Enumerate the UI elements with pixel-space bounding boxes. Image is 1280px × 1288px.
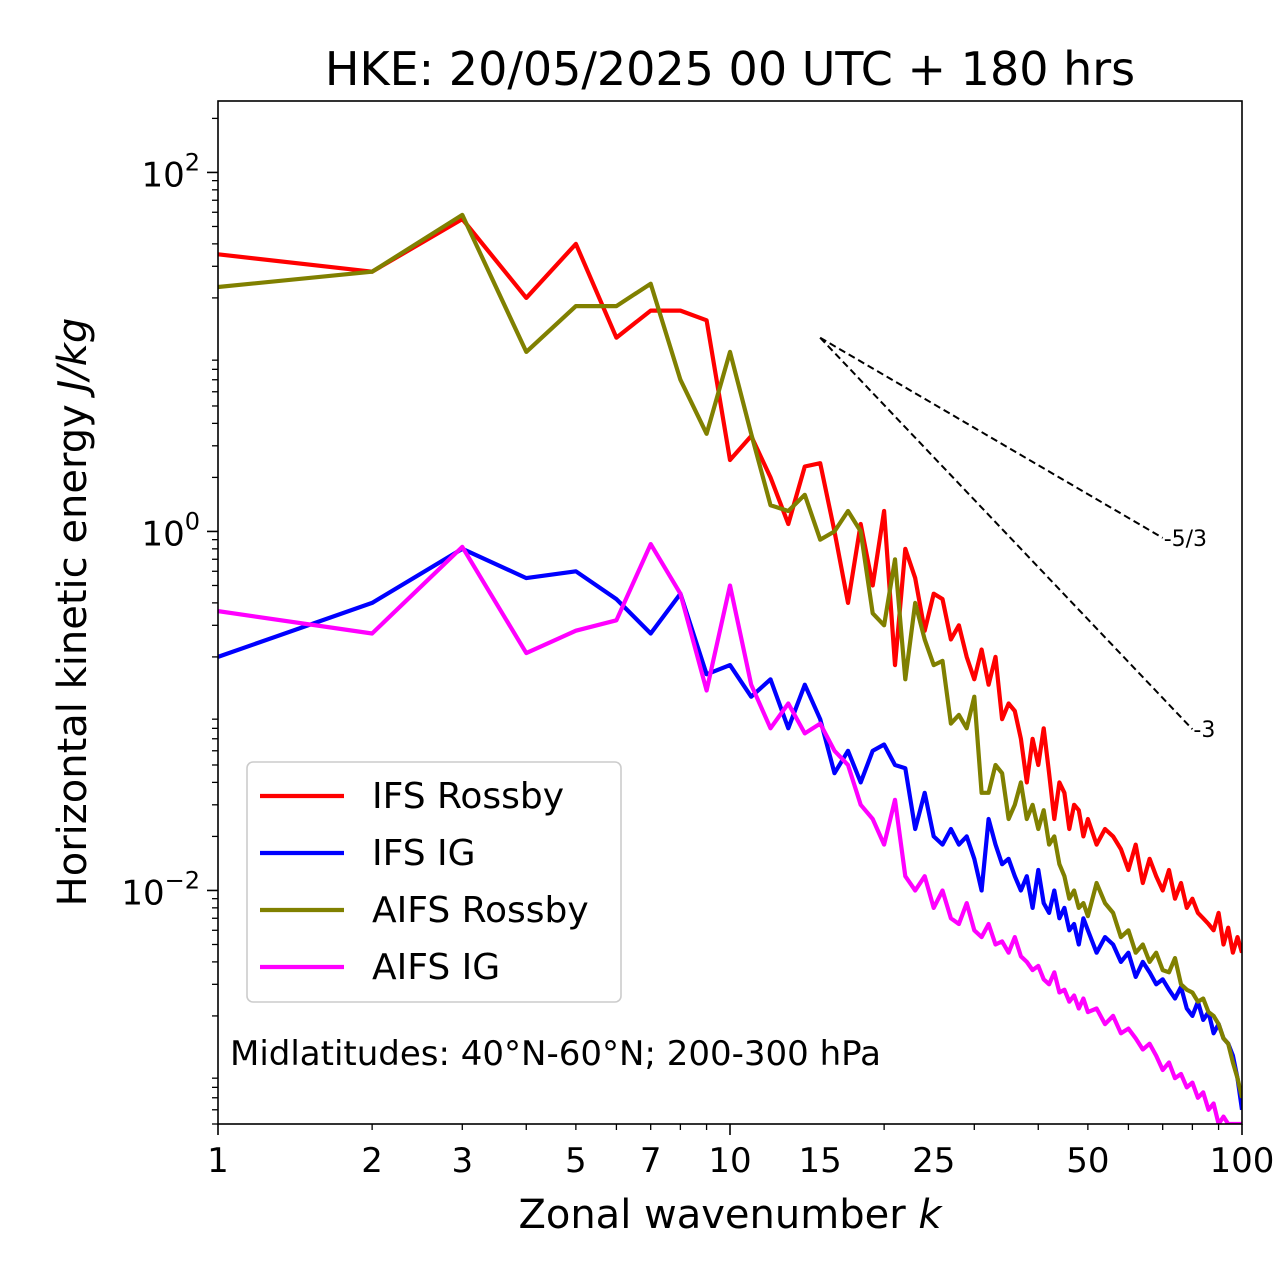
x-axis-ticks: 1 2 3 5 7 10 15 25 50 100 xyxy=(207,1124,1274,1181)
x-tick-label: 1 xyxy=(207,1141,229,1181)
x-tick-label: 7 xyxy=(640,1141,662,1181)
reference-slope-line-2 xyxy=(819,337,1194,730)
y-axis-label: Horizontal kinetic energy J/kg xyxy=(50,318,96,907)
x-axis-label-var: k xyxy=(918,1192,943,1238)
x-axis-label-text: Zonal wavenumber xyxy=(518,1192,918,1238)
y-tick-exponent: 0 xyxy=(185,507,200,535)
x-tick-label: 50 xyxy=(1066,1141,1109,1181)
region-annotation: Midlatitudes: 40°N-60°N; 200-300 hPa xyxy=(230,1034,881,1074)
y-tick-exponent: −2 xyxy=(165,866,200,894)
x-tick-label: 100 xyxy=(1210,1141,1275,1181)
y-axis-label-text: Horizontal kinetic energy xyxy=(50,392,96,907)
x-tick-label: 25 xyxy=(912,1141,955,1181)
legend-items: IFS Rossby IFS IG AIFS Rossby AIFS IG xyxy=(260,776,589,988)
x-axis-label: Zonal wavenumber k xyxy=(518,1192,943,1238)
chart-title: HKE: 20/05/2025 00 UTC + 180 hrs xyxy=(325,42,1135,96)
x-tick-label: 10 xyxy=(708,1141,751,1181)
legend-label-2: IFS IG xyxy=(372,833,476,874)
y-axis-label-unit: J/kg xyxy=(50,318,96,399)
reference-slope-label-1: -5/3 xyxy=(1164,527,1207,552)
x-tick-label: 2 xyxy=(361,1141,383,1181)
y-tick-base: 10 xyxy=(141,155,184,195)
reference-slope-line-1 xyxy=(819,336,1164,539)
series-line-3 xyxy=(218,212,1242,1099)
y-tick-exponent: 2 xyxy=(185,148,200,176)
x-tick-label: 15 xyxy=(799,1141,842,1181)
y-tick-label: 10−2 xyxy=(121,866,200,913)
reference-slope-label-2: -3 xyxy=(1193,718,1215,743)
x-tick-label: 3 xyxy=(451,1141,473,1181)
legend-label-1: IFS Rossby xyxy=(372,776,564,817)
y-tick-base: 10 xyxy=(141,514,184,554)
y-tick-base: 10 xyxy=(121,873,164,913)
reference-slopes: -5/3 -3 xyxy=(819,336,1215,743)
y-tick-label: 100 xyxy=(141,507,200,554)
x-tick-label: 5 xyxy=(565,1141,587,1181)
series-line-4 xyxy=(218,541,1242,1124)
y-tick-label: 102 xyxy=(141,148,200,195)
legend: IFS Rossby IFS IG AIFS Rossby AIFS IG xyxy=(246,761,622,1003)
legend-label-4: AIFS IG xyxy=(372,947,500,988)
legend-label-3: AIFS Rossby xyxy=(372,890,589,931)
series-layer xyxy=(218,212,1242,1124)
legend-box xyxy=(246,761,622,1003)
